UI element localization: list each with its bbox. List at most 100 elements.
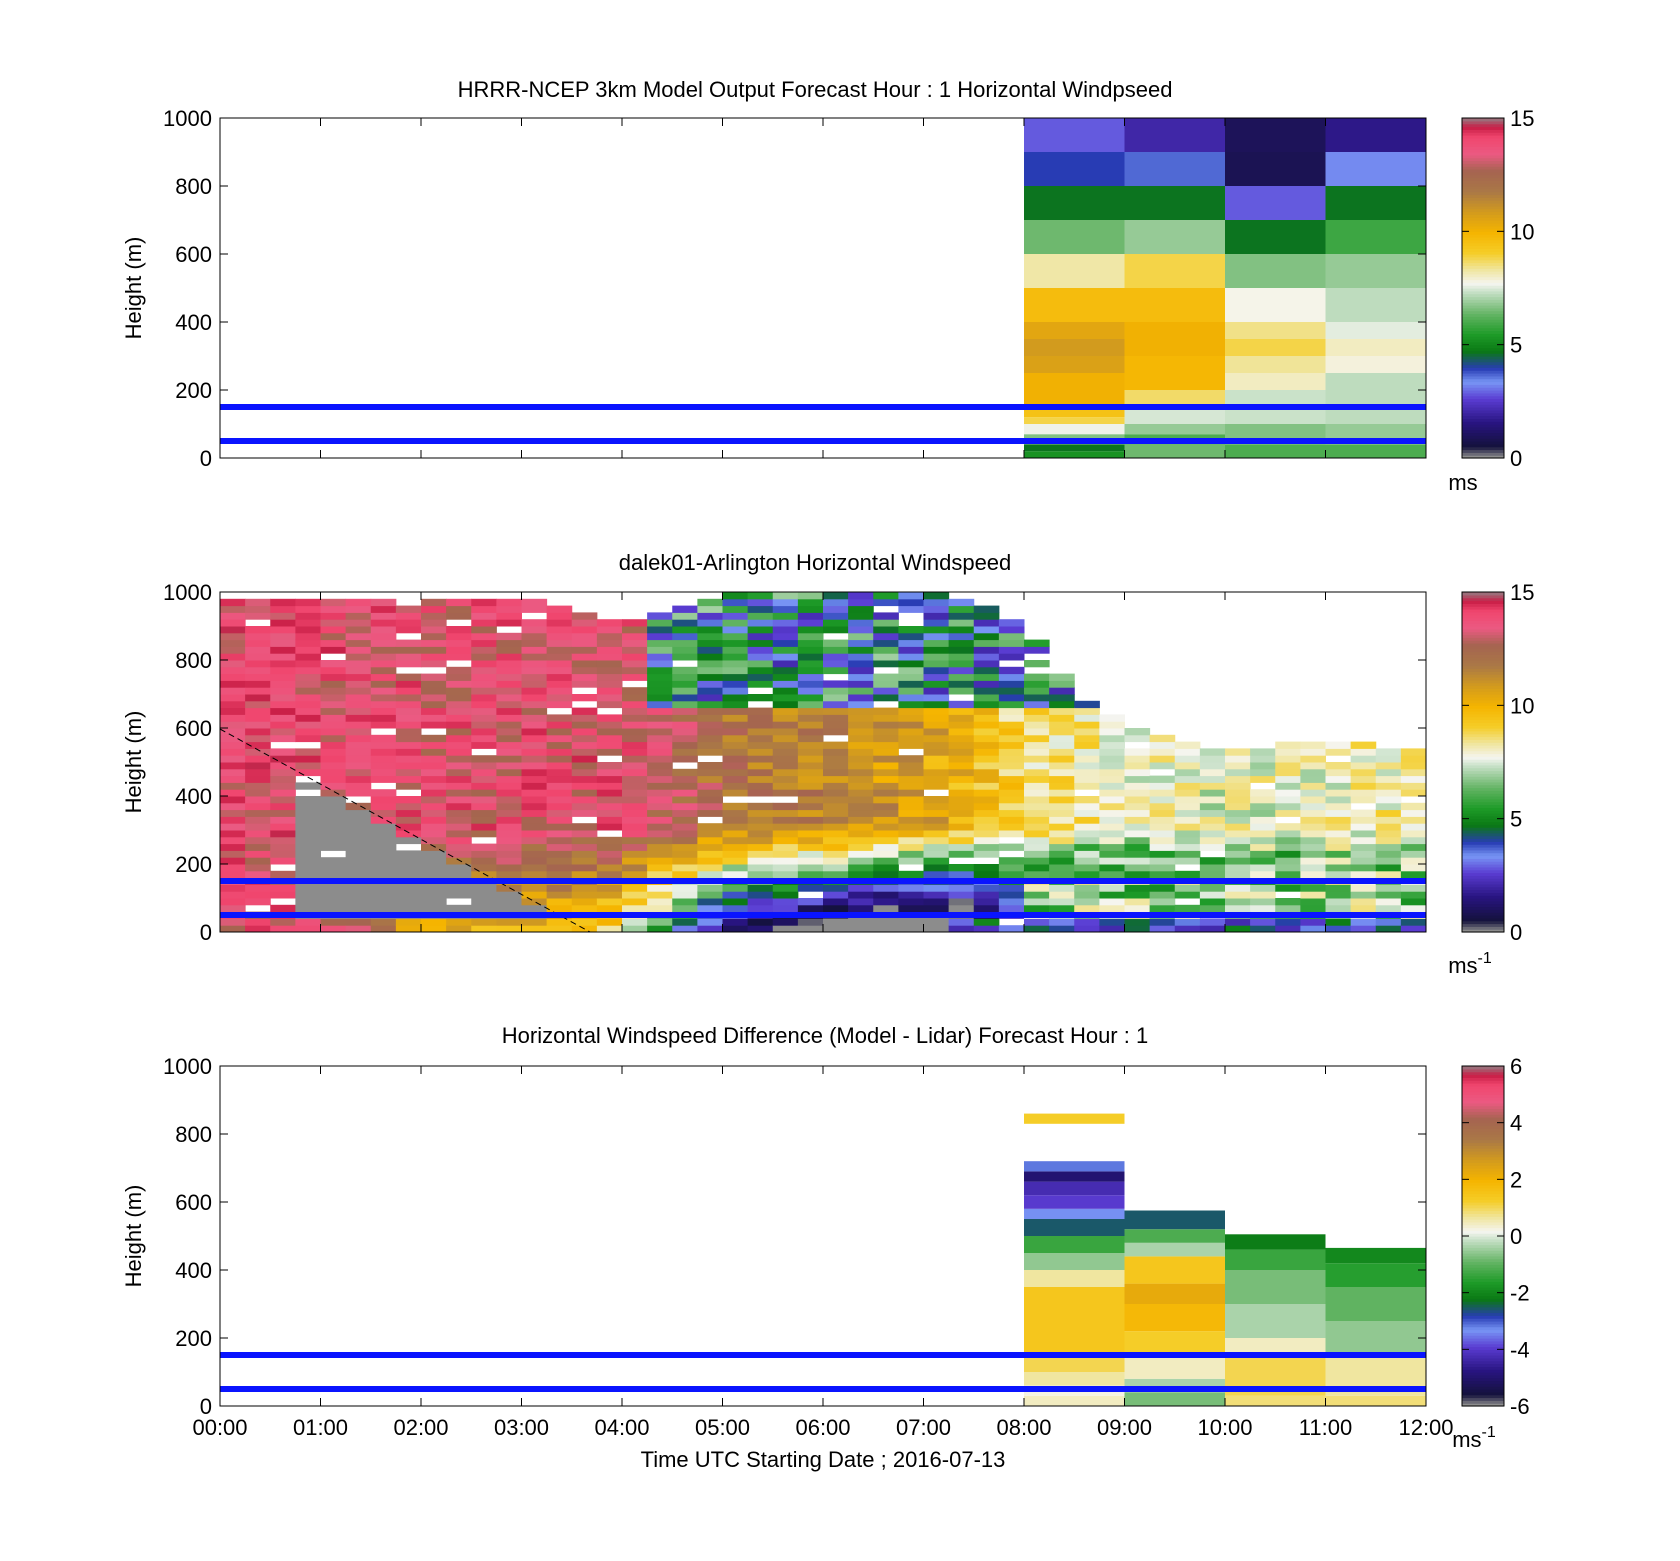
- heatmap-cell: [1225, 356, 1326, 373]
- heatmap-cell: [1275, 796, 1301, 804]
- heatmap-cell: [1099, 830, 1125, 838]
- heatmap-cell: [823, 598, 849, 607]
- colorbar-swatch: [1462, 1403, 1504, 1407]
- heatmap-cell: [797, 823, 824, 831]
- colorbar-swatch: [1462, 441, 1504, 445]
- heatmap-cell: [345, 789, 372, 797]
- heatmap-cell: [471, 864, 497, 872]
- colorbar-swatch: [1462, 719, 1504, 723]
- heatmap-cell: [923, 809, 950, 817]
- heatmap-cell: [898, 823, 924, 831]
- colorbar-swatch: [1462, 841, 1504, 845]
- heatmap-cell: [521, 796, 548, 804]
- heatmap-cell: [622, 748, 648, 756]
- heatmap-cell: [1250, 830, 1276, 838]
- heatmap-cell: [370, 843, 397, 851]
- heatmap-cell: [471, 809, 497, 817]
- heatmap-cell: [1225, 864, 1251, 872]
- heatmap-cell: [345, 870, 372, 879]
- heatmap-cell: [898, 741, 924, 749]
- heatmap-cell: [1124, 816, 1151, 824]
- colorbar-swatch: [1462, 923, 1504, 927]
- heatmap-cell: [622, 843, 648, 851]
- heatmap-cell: [496, 836, 522, 845]
- heatmap-cell: [797, 619, 824, 627]
- colorbar-swatch: [1462, 143, 1504, 147]
- heatmap-cell: [1225, 796, 1251, 804]
- heatmap-cell: [672, 721, 698, 729]
- heatmap-cell: [1325, 1395, 1426, 1406]
- heatmap-cell: [923, 782, 950, 790]
- heatmap-cell: [295, 925, 321, 933]
- heatmap-cell: [1400, 816, 1427, 824]
- heatmap-cell: [647, 816, 673, 824]
- heatmap-cell: [370, 673, 397, 681]
- heatmap-cell: [1275, 904, 1301, 913]
- heatmap-cell: [446, 728, 472, 736]
- heatmap-cell: [446, 768, 472, 777]
- heatmap-cell: [1124, 884, 1151, 892]
- y-tick-label: 1000: [163, 580, 212, 605]
- heatmap-cell: [898, 700, 924, 709]
- heatmap-cell: [647, 891, 673, 899]
- heatmap-cell: [1350, 918, 1377, 926]
- heatmap-cell: [697, 843, 723, 851]
- heatmap-cell: [446, 734, 472, 743]
- colorbar-tick-label: 10: [1510, 219, 1534, 244]
- heatmap-cell: [1024, 451, 1125, 458]
- heatmap-cell: [898, 857, 924, 865]
- heatmap-cell: [1350, 823, 1377, 831]
- heatmap-cell: [496, 653, 522, 661]
- heatmap-cell: [697, 870, 723, 879]
- heatmap-cell: [1124, 1229, 1225, 1243]
- colorbar-swatch: [1462, 674, 1504, 678]
- heatmap-cell: [295, 680, 321, 688]
- heatmap-cell: [471, 632, 497, 641]
- heatmap-cell: [823, 666, 849, 675]
- heatmap-cell: [446, 666, 472, 675]
- colorbar-swatch: [1462, 401, 1504, 405]
- heatmap-cell: [1225, 870, 1251, 879]
- heatmap-cell: [722, 925, 749, 933]
- heatmap-cell: [948, 700, 975, 709]
- heatmap-cell: [1074, 734, 1100, 743]
- heatmap-cell: [471, 687, 497, 695]
- heatmap-cell: [546, 612, 573, 620]
- heatmap-cell: [647, 694, 673, 702]
- heatmap-cell: [245, 898, 271, 906]
- colorbar-swatch: [1462, 1233, 1504, 1237]
- heatmap-cell: [596, 639, 623, 647]
- heatmap-cell: [1225, 816, 1251, 824]
- heatmap-cell: [421, 870, 447, 879]
- heatmap-cell: [772, 830, 799, 838]
- colorbar-swatch: [1462, 1105, 1504, 1110]
- colorbar-tick-label: -6: [1510, 1394, 1530, 1419]
- heatmap-cell: [1400, 789, 1427, 797]
- heatmap-cell: [320, 707, 347, 715]
- heatmap-cell: [1024, 830, 1050, 838]
- heatmap-cell: [395, 687, 422, 695]
- heatmap-cell: [1049, 775, 1075, 783]
- heatmap-cell: [973, 666, 1000, 675]
- heatmap-cell: [345, 660, 372, 668]
- heatmap-cell: [1225, 444, 1326, 458]
- heatmap-cell: [722, 864, 749, 872]
- colorbar-swatch: [1462, 790, 1504, 794]
- colorbar-swatch: [1462, 214, 1504, 218]
- heatmap-cell: [1074, 775, 1100, 783]
- heatmap-cell: [948, 646, 975, 654]
- heatmap-cell: [1174, 870, 1201, 879]
- heatmap-cell: [1300, 843, 1326, 851]
- heatmap-cell: [1149, 857, 1176, 865]
- heatmap-cell: [923, 816, 950, 824]
- colorbar-swatch: [1462, 830, 1504, 834]
- heatmap-cell: [596, 632, 623, 641]
- heatmap-cell: [722, 660, 749, 668]
- heatmap-cell: [1174, 782, 1201, 790]
- heatmap-cell: [973, 809, 1000, 817]
- heatmap-cell: [571, 639, 598, 647]
- heatmap-cell: [998, 707, 1025, 715]
- heatmap-cell: [1024, 1113, 1125, 1124]
- heatmap-cell: [370, 857, 397, 865]
- colorbar-swatch: [1462, 197, 1504, 201]
